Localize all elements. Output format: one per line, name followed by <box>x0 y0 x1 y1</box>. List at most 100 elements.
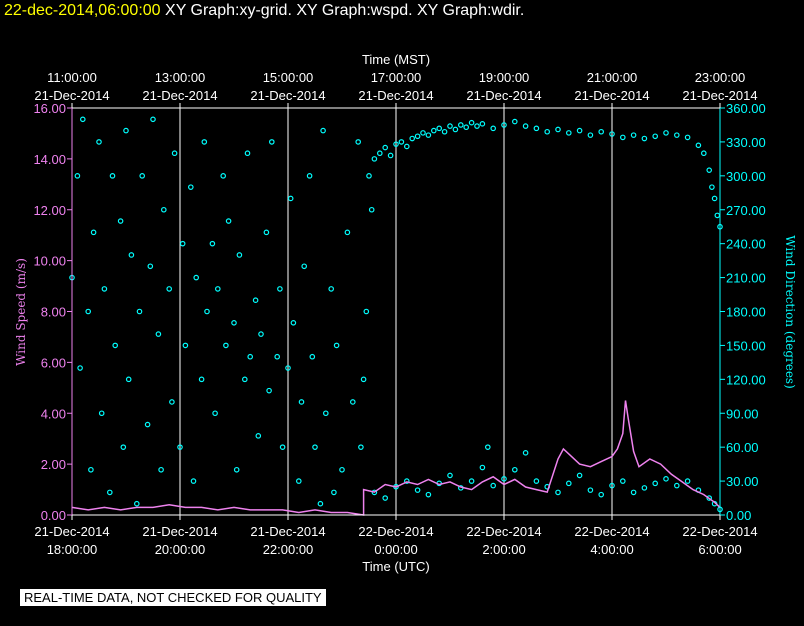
direction-point <box>301 263 308 270</box>
direction-point <box>484 444 491 450</box>
top-tick-time: 11:00:00 <box>47 70 97 85</box>
direction-point <box>490 125 497 132</box>
direction-point <box>425 132 432 138</box>
speed-line <box>71 400 721 516</box>
direction-point <box>166 286 173 292</box>
direction-point <box>333 342 340 349</box>
direction-point <box>382 144 389 151</box>
direction-point <box>128 252 135 258</box>
direction-point <box>209 240 216 247</box>
direction-point <box>123 127 129 134</box>
direction-point <box>277 286 283 292</box>
direction-point <box>511 466 518 473</box>
direction-point <box>287 195 294 202</box>
direction-point <box>409 135 416 142</box>
direction-point <box>328 286 335 292</box>
direction-point <box>363 308 370 315</box>
bottom-tick-time: 22:00:00 <box>263 542 314 557</box>
direction-point <box>225 218 232 224</box>
direction-point <box>652 480 659 487</box>
direction-point <box>117 218 124 224</box>
direction-point <box>403 143 410 150</box>
direction-point <box>74 173 81 179</box>
direction-point <box>355 139 362 145</box>
left-tick-label: 4.00 <box>41 406 66 421</box>
right-tick-label: 270.00 <box>726 203 766 218</box>
direction-point <box>274 353 281 360</box>
direction-point <box>96 139 102 145</box>
direction-point <box>576 472 583 479</box>
direction-point <box>290 320 297 326</box>
direction-point <box>403 478 410 484</box>
right-tick-label: 210.00 <box>726 271 766 286</box>
direction-point <box>619 134 626 141</box>
top-tick-time: 21:00:00 <box>587 70 638 85</box>
right-tick-label: 240.00 <box>726 237 766 252</box>
top-tick-time: 19:00:00 <box>479 70 530 85</box>
direction-point <box>479 464 486 471</box>
direction-point <box>155 331 162 337</box>
direction-point <box>88 466 94 473</box>
direction-point <box>223 342 229 349</box>
bottom-tick-date: 22-Dec-2014 <box>574 524 649 539</box>
direction-point <box>298 399 305 405</box>
bottom-axis-title: Time (UTC) <box>362 559 429 574</box>
direction-point <box>109 173 116 179</box>
direction-point <box>201 139 208 145</box>
direction-point <box>190 478 197 484</box>
direction-point <box>101 286 108 292</box>
direction-point <box>134 500 140 507</box>
left-axis-title: Wind Speed (m/s) <box>14 258 28 366</box>
direction-point <box>179 240 186 247</box>
direction-point <box>198 376 205 383</box>
timestamp: 22-dec-2014,06:00:00 <box>4 2 161 19</box>
direction-point <box>565 480 572 487</box>
direction-point <box>255 433 262 439</box>
direction-point <box>709 184 715 190</box>
direction-point <box>700 150 707 157</box>
direction-point <box>673 132 680 138</box>
left-tick-label: 6.00 <box>41 355 66 370</box>
direction-point <box>263 229 270 236</box>
direction-point <box>598 491 605 498</box>
right-tick-label: 30.00 <box>726 474 759 489</box>
direction-point <box>171 150 178 157</box>
right-axis-title: Wind Direction (degrees) <box>783 235 797 389</box>
direction-point <box>468 119 475 126</box>
direction-point <box>150 116 156 123</box>
direction-point <box>306 173 313 179</box>
direction-point <box>322 410 329 417</box>
direction-point <box>344 229 351 236</box>
direction-point <box>295 478 302 484</box>
direction-point <box>673 482 680 489</box>
right-tick-label: 300.00 <box>726 169 766 184</box>
direction-point <box>430 127 437 134</box>
direction-point <box>80 116 86 123</box>
direction-point <box>393 141 399 147</box>
direction-point <box>663 130 669 136</box>
top-tick-date: 21-Dec-2014 <box>358 88 433 103</box>
top-tick-time: 23:00:00 <box>695 70 746 85</box>
direction-point <box>366 173 372 179</box>
direction-point <box>714 212 721 219</box>
direction-point <box>139 173 146 179</box>
top-tick-date: 21-Dec-2014 <box>682 88 757 103</box>
right-tick-label: 120.00 <box>726 372 766 387</box>
left-tick-label: 12.00 <box>33 203 66 218</box>
direction-point <box>457 122 464 128</box>
direction-point <box>212 410 218 417</box>
direction-point <box>320 127 326 134</box>
direction-point <box>695 142 702 149</box>
top-tick-date: 21-Dec-2014 <box>250 88 325 103</box>
left-tick-label: 0.00 <box>41 508 66 523</box>
left-tick-label: 14.00 <box>33 152 66 167</box>
graph-titles: XY Graph:xy-grid. XY Graph:wspd. XY Grap… <box>165 2 525 19</box>
direction-point <box>711 195 718 202</box>
direction-point <box>215 286 221 292</box>
direction-point <box>706 495 713 501</box>
direction-point <box>587 132 594 138</box>
direction-point <box>576 127 583 134</box>
top-tick-date: 21-Dec-2014 <box>34 88 109 103</box>
direction-point <box>236 252 243 258</box>
